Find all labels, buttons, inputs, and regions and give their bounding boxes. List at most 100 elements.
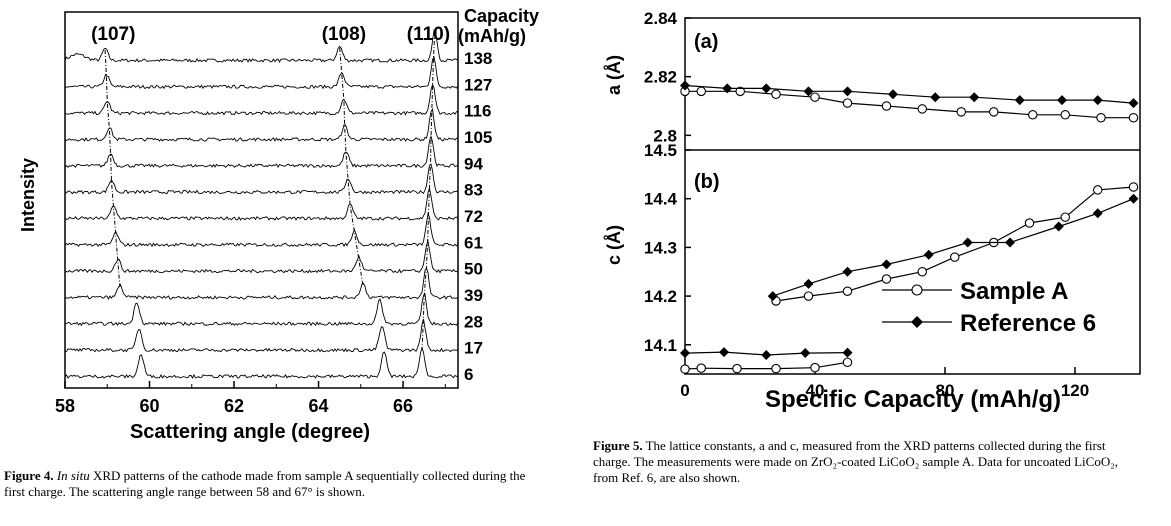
fig4-pattern-line: [64, 83, 459, 116]
fig4-peak110-trace: [421, 31, 436, 349]
fig5-b-sample-a-marker: [1024, 218, 1035, 228]
fig5-x-tick-label: 0: [680, 381, 689, 400]
fig5-plot-frame: [684, 17, 1141, 375]
fig5-a-reference-6-marker: [842, 86, 853, 97]
fig5-b-sample-a-marker: [803, 291, 814, 301]
fig5-b-reference-6-marker: [962, 237, 973, 248]
fig5-b-reference-6-low-marker: [761, 350, 772, 361]
fig4-legend-title-1: Capacity: [464, 6, 539, 26]
fig4-x-tick-label: 58: [55, 396, 75, 416]
fig4-peak107-trace: [104, 49, 121, 288]
fig4-pattern-line: [64, 266, 459, 300]
fig4-x-tick-label: 66: [393, 396, 413, 416]
fig5-panel-b-label: (b): [694, 171, 720, 193]
fig4-pattern-line: [64, 163, 459, 195]
fig5-a-sample-a-marker: [1096, 112, 1106, 123]
fig4-capacity-label: 138: [464, 49, 492, 68]
figure-4-caption-text: XRD patterns of the cathode made from sa…: [4, 468, 526, 499]
fig4-capacity-label: 94: [464, 154, 483, 173]
fig5-panel-a-y-tick-label: 2.8: [653, 126, 677, 145]
fig5-b-reference-6-marker: [767, 291, 778, 302]
fig4-x-tick-label: 62: [224, 396, 244, 416]
fig5-a-reference-6-marker: [1092, 95, 1103, 106]
fig4-capacity-label: 50: [464, 260, 483, 279]
fig4-legend-title-2: (mAh/g): [458, 26, 526, 46]
fig5-b-sample-a-low-marker: [771, 363, 781, 374]
figure-4-caption: Figure 4. In situ XRD patterns of the ca…: [4, 468, 544, 500]
fig5-b-sample-a-line: [775, 186, 1134, 302]
fig5-b-sample-a-marker: [1128, 182, 1139, 192]
fig4-pattern-line: [64, 186, 459, 221]
fig5-a-sample-a-marker: [988, 107, 999, 117]
fig5-x-tick-label: 40: [806, 381, 825, 400]
fig5-b-reference-6-marker: [923, 249, 934, 260]
fig4-capacity-label: 127: [464, 75, 492, 94]
fig5-a-reference-6-line: [684, 84, 1134, 104]
fig5-xlabel: Specific Capacity (mAh/g): [765, 386, 1061, 413]
fig5-x-tick-label: 80: [936, 381, 955, 400]
fig5-a-reference-6-marker: [1014, 95, 1025, 106]
fig5-legend-reference-6-label: Reference 6: [960, 310, 1096, 337]
figure-4-caption-italic: In situ: [56, 468, 90, 483]
fig4-pattern-line: [64, 318, 459, 353]
fig5-a-sample-a-marker: [735, 86, 746, 97]
fig5-b-sample-a-low-marker: [696, 363, 707, 373]
fig4-peak-label: (107): [91, 24, 135, 45]
figure-5-caption: Figure 5. The lattice constants, a and c…: [593, 438, 1133, 486]
fig5-a-reference-6-marker: [969, 92, 980, 103]
fig5-b-reference-6-marker: [1128, 193, 1139, 204]
fig4-pattern-line: [64, 239, 459, 274]
fig5-b-sample-a-low-marker: [810, 362, 820, 373]
fig5-a-reference-6-marker: [761, 83, 772, 94]
fig5-b-sample-a-marker: [1060, 212, 1070, 222]
fig5-b-reference-6-marker: [1092, 208, 1103, 219]
fig5-a-reference-6-marker: [1128, 98, 1139, 109]
fig5-a-sample-a-marker: [881, 101, 892, 111]
fig5-panel-a-ylabel: a (Å): [604, 55, 624, 95]
fig5-b-sample-a-marker: [1092, 185, 1103, 195]
fig5-b-sample-a-low-marker: [732, 363, 742, 374]
fig4-capacity-label: 17: [464, 339, 483, 358]
fig4-capacity-label: 28: [464, 312, 483, 331]
fig5-panel-b-y-tick-label: 14.3: [644, 238, 677, 257]
fig4-pattern-line: [64, 346, 459, 379]
fig5-b-sample-a-marker: [917, 266, 927, 277]
fig5-b-sample-a-low-line: [684, 361, 848, 370]
fig4-pattern-line: [64, 55, 459, 90]
fig5-b-reference-6-marker: [1053, 221, 1064, 232]
figure-4-chart: Capacity (mAh/g) Intensity Scattering an…: [18, 6, 539, 443]
fig5-a-sample-a-marker: [771, 89, 781, 100]
fig5-a-sample-a-marker: [956, 107, 966, 117]
fig5-panel-b-y-tick-label: 14.4: [644, 190, 678, 209]
fig4-pattern-line: [64, 292, 459, 327]
fig5-a-sample-a-marker: [696, 86, 707, 97]
fig5-a-sample-a-marker: [1027, 110, 1038, 120]
fig4-pattern-line: [64, 28, 459, 63]
fig5-b-reference-6-line: [772, 198, 1134, 297]
fig4-capacity-label: 39: [464, 286, 483, 305]
fig4-pattern-line: [64, 107, 459, 142]
fig4-peak-label: (110): [407, 24, 450, 45]
fig5-b-reference-6-low-marker: [842, 347, 853, 358]
fig5-b-reference-6-low-marker: [800, 348, 811, 359]
fig4-plot-frame: [64, 11, 459, 389]
fig4-x-tick-label: 60: [140, 396, 160, 416]
fig5-panel-b-ylabel: c (Å): [604, 225, 624, 265]
fig5-b-sample-a-marker: [842, 286, 853, 296]
fig4-peak-label: (108): [322, 24, 366, 45]
fig5-b-sample-a-marker: [949, 252, 960, 262]
fig5-legend-sample-a-marker: [911, 284, 923, 296]
fig5-panel-b-y-tick-label: 14.1: [644, 336, 677, 355]
fig5-panel-a-y-tick-label: 2.82: [644, 68, 677, 87]
fig5-a-reference-6-marker: [722, 83, 733, 94]
fig5-a-sample-a-marker: [1060, 110, 1070, 120]
fig5-legend-sample-a-label: Sample A: [960, 278, 1068, 305]
fig4-xlabel: Scattering angle (degree): [130, 421, 370, 443]
fig5-b-sample-a-low-marker: [842, 357, 853, 368]
fig4-pattern-line: [64, 212, 459, 248]
figure-5-caption-label: Figure 5.: [593, 438, 643, 453]
fig5-b-sample-a-low-marker: [680, 364, 690, 374]
fig5-panel-a-y-tick-label: 2.84: [644, 9, 678, 28]
fig5-a-reference-6-marker: [803, 86, 814, 97]
fig5-a-sample-a-marker: [810, 92, 820, 102]
